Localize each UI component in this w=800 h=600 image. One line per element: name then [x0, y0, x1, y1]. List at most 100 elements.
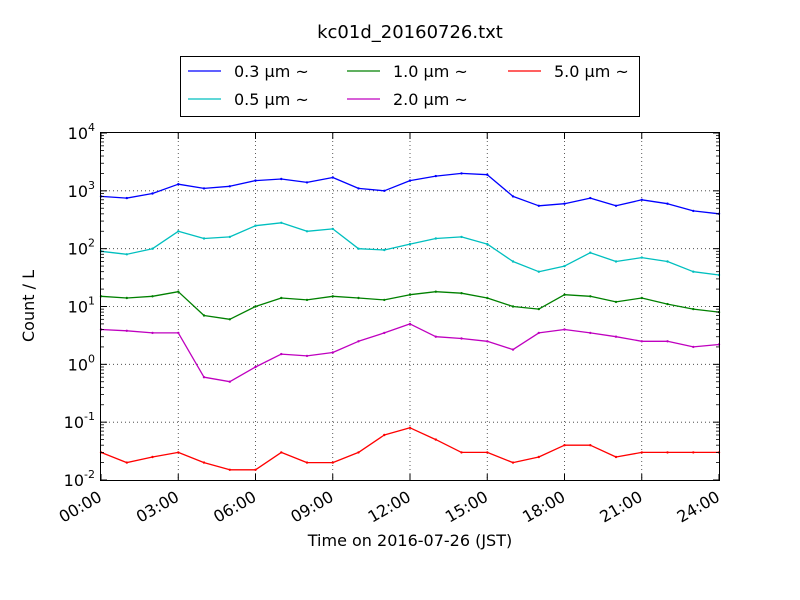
series-point — [383, 331, 386, 335]
series-point — [666, 302, 669, 306]
series-point — [151, 295, 154, 298]
series-point — [125, 329, 128, 332]
series-point — [408, 322, 412, 326]
chart-title: kc01d_20160726.txt — [317, 22, 503, 43]
series-point — [383, 433, 386, 437]
series-point — [434, 335, 437, 338]
series-point — [563, 202, 566, 205]
x-tick-label: 18:00 — [519, 487, 568, 527]
series-point — [202, 187, 206, 190]
series-point — [640, 256, 643, 259]
series-point — [331, 227, 334, 231]
series-point — [305, 181, 309, 184]
series-point — [357, 187, 360, 190]
series-point — [280, 451, 283, 454]
series-point — [305, 461, 309, 464]
series-point — [640, 198, 643, 201]
series-point — [537, 331, 540, 335]
series-point — [589, 295, 592, 298]
x-tick-label: 00:00 — [56, 487, 105, 527]
series-point — [666, 451, 669, 454]
series-point — [254, 305, 257, 308]
series-point — [589, 251, 592, 254]
series-point — [511, 305, 515, 308]
series-point — [408, 242, 412, 246]
series-point — [589, 444, 592, 447]
series-point — [254, 468, 257, 471]
series-point — [537, 270, 540, 273]
series-point — [357, 247, 360, 250]
series-point — [563, 264, 566, 268]
x-axis-label: Time on 2016-07-26 (JST) — [307, 531, 512, 550]
y-axis-label: Count / L — [19, 270, 38, 342]
series-point — [537, 307, 540, 311]
series-point — [125, 253, 128, 256]
series-point — [511, 348, 515, 351]
series-point — [666, 202, 669, 205]
series-point — [254, 365, 257, 369]
series-point — [383, 298, 386, 302]
series-point — [640, 451, 643, 454]
series-point — [280, 352, 283, 356]
series-point — [460, 235, 463, 239]
y-tick-label: 10-2 — [64, 468, 95, 490]
series-point — [254, 224, 257, 227]
y-tick-label: 104 — [68, 121, 95, 143]
series-point — [305, 298, 309, 302]
legend-label-0-3um: 0.3 μm ~ — [234, 62, 309, 81]
legend-label-2-0um: 2.0 μm ~ — [393, 90, 468, 109]
series-point — [640, 340, 643, 343]
x-tick-label: 15:00 — [442, 487, 491, 527]
series-point — [511, 260, 515, 263]
series-point — [357, 451, 360, 454]
series-point — [692, 307, 695, 311]
series-point — [177, 451, 180, 454]
series-point — [434, 174, 437, 178]
series-point — [589, 331, 592, 335]
series-point — [228, 380, 231, 383]
series-point — [563, 444, 566, 447]
series-point — [486, 340, 489, 343]
series-point — [692, 270, 695, 273]
series-point — [383, 189, 386, 192]
x-tick-label: 24:00 — [674, 487, 723, 527]
series-point — [511, 461, 515, 464]
series-point — [614, 335, 618, 338]
series-point — [331, 295, 334, 298]
series-point — [151, 331, 154, 335]
series-point — [177, 331, 180, 335]
series-point — [357, 340, 360, 343]
series-point — [408, 293, 412, 296]
series-point — [228, 468, 231, 471]
series-point — [486, 242, 489, 246]
y-axis-ticks: 10-2 10-1 100 101 102 103 104 — [64, 121, 719, 490]
series-point — [537, 204, 540, 207]
series-point — [280, 296, 283, 300]
series-point — [125, 196, 128, 200]
series-point — [408, 426, 412, 429]
plot-frame — [100, 132, 720, 481]
series-point — [202, 376, 206, 379]
series-point — [151, 192, 154, 195]
data-series — [99, 172, 721, 471]
series-point — [228, 185, 231, 188]
series-point — [666, 260, 669, 263]
legend-label-1-0um: 1.0 μm ~ — [393, 62, 468, 81]
series-point — [563, 293, 566, 296]
series-point — [692, 209, 695, 213]
series-point — [666, 340, 669, 343]
series-point — [331, 176, 334, 179]
series-point — [460, 451, 463, 454]
series-point — [434, 237, 437, 240]
series-point — [434, 290, 437, 293]
y-tick-label: 102 — [68, 237, 95, 259]
series-point — [202, 314, 206, 317]
grid-lines — [101, 133, 719, 480]
series-point — [614, 204, 618, 207]
legend: 0.3 μm ~ 1.0 μm ~ 5.0 μm ~ 0.5 μm ~ 2.0 … — [180, 56, 640, 117]
series-point — [280, 221, 283, 224]
series-point — [614, 260, 618, 263]
series-point — [434, 438, 437, 441]
series-point — [486, 451, 489, 454]
